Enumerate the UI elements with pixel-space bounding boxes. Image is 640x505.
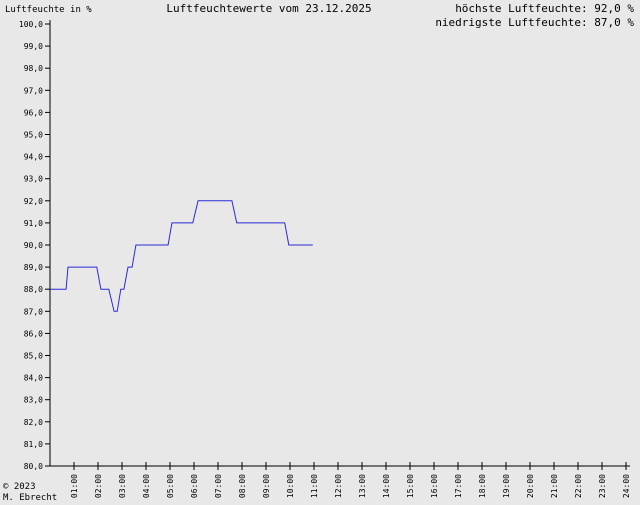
y-tick-label: 94,0 — [24, 153, 43, 162]
y-tick-label: 86,0 — [24, 329, 43, 338]
x-tick-label: 03:00 — [118, 474, 127, 498]
annotation: niedrigste Luftfeuchte: 87,0 % — [435, 16, 634, 29]
x-tick-label: 01:00 — [70, 474, 79, 498]
y-tick-label: 100,0 — [19, 20, 43, 29]
x-tick-label: 10:00 — [286, 474, 295, 498]
y-tick-label: 84,0 — [24, 374, 43, 383]
x-tick-label: 04:00 — [142, 474, 151, 498]
x-tick-label: 02:00 — [94, 474, 103, 498]
x-tick-label: 08:00 — [238, 474, 247, 498]
annotation: höchste Luftfeuchte: 92,0 % — [455, 2, 634, 15]
x-tick-label: 14:00 — [382, 474, 391, 498]
footer: M. Ebrecht — [3, 493, 57, 503]
x-tick-label: 18:00 — [478, 474, 487, 498]
x-tick-label: 20:00 — [526, 474, 535, 498]
y-tick-label: 99,0 — [24, 42, 43, 51]
y-tick-label: 89,0 — [24, 263, 43, 272]
x-tick-label: 24:00 — [622, 474, 631, 498]
x-tick-label: 17:00 — [454, 474, 463, 498]
y-tick-label: 81,0 — [24, 440, 43, 449]
y-tick-label: 91,0 — [24, 219, 43, 228]
y-tick-label: 83,0 — [24, 396, 43, 405]
y-tick-label: 92,0 — [24, 197, 43, 206]
y-tick-label: 88,0 — [24, 285, 43, 294]
x-tick-label: 22:00 — [574, 474, 583, 498]
chart-title: Luftfeuchtewerte vom 23.12.2025 — [166, 2, 371, 15]
y-tick-label: 90,0 — [24, 241, 43, 250]
y-tick-label: 85,0 — [24, 352, 43, 361]
y-tick-label: 97,0 — [24, 86, 43, 95]
y-tick-label: 96,0 — [24, 108, 43, 117]
footer: © 2023 — [3, 482, 36, 492]
y-tick-label: 95,0 — [24, 131, 43, 140]
y-tick-label: 82,0 — [24, 418, 43, 427]
x-tick-label: 21:00 — [550, 474, 559, 498]
y-tick-label: 80,0 — [24, 462, 43, 471]
x-tick-label: 13:00 — [358, 474, 367, 498]
x-tick-label: 05:00 — [166, 474, 175, 498]
x-tick-label: 12:00 — [334, 474, 343, 498]
y-tick-label: 93,0 — [24, 175, 43, 184]
x-tick-label: 16:00 — [430, 474, 439, 498]
y-tick-label: 98,0 — [24, 64, 43, 73]
x-tick-label: 23:00 — [598, 474, 607, 498]
x-tick-label: 19:00 — [502, 474, 511, 498]
x-tick-label: 06:00 — [190, 474, 199, 498]
x-tick-label: 09:00 — [262, 474, 271, 498]
x-tick-label: 15:00 — [406, 474, 415, 498]
data-line — [50, 200, 313, 312]
x-tick-label: 11:00 — [310, 474, 319, 498]
x-tick-label: 07:00 — [214, 474, 223, 498]
y-tick-label: 87,0 — [24, 307, 43, 316]
y-axis-label: Luftfeuchte in % — [5, 5, 92, 15]
